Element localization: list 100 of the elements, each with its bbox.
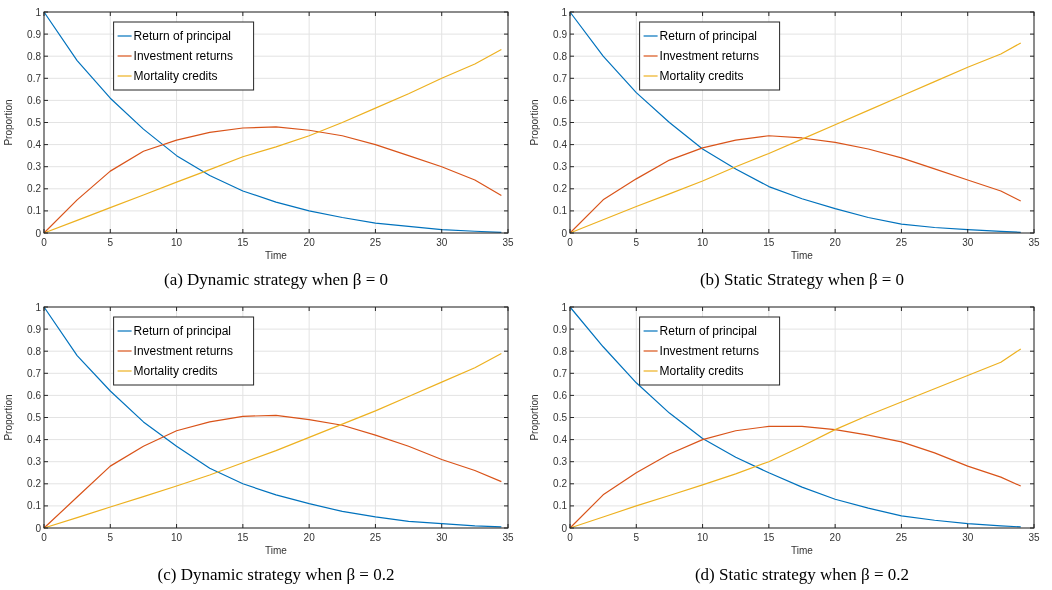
y-tick-label: 0	[35, 227, 42, 239]
y-axis-title: Proportion	[3, 394, 14, 441]
line-series	[43, 126, 502, 234]
y-tick-label: 0.6	[27, 389, 42, 401]
x-tick-label: 25	[369, 532, 382, 543]
y-tick-label: 0.5	[553, 117, 568, 128]
y-tick-label: 0.9	[27, 323, 42, 335]
x-tick-label: 10	[697, 532, 709, 543]
x-tick-label: 15	[237, 532, 249, 543]
y-tick-label: 0.6	[27, 94, 42, 106]
y-tick-label: 0.3	[27, 456, 42, 468]
y-tick-label: 1	[561, 6, 568, 18]
y-axis-title: Proportion	[529, 99, 540, 146]
y-tick-label: 0.5	[553, 412, 568, 423]
text: (b) Static Strategy when β = 0	[699, 270, 905, 289]
x-tick-label: 35	[1028, 237, 1040, 248]
y-tick-label: 0.9	[27, 28, 42, 40]
y-tick-label: 1	[561, 301, 568, 313]
y-tick-label: 0.7	[553, 367, 568, 379]
x-tick-label: 20	[303, 532, 316, 543]
y-tick-label: 0.2	[27, 183, 42, 195]
y-tick-label: 0.4	[27, 139, 42, 151]
y-tick-label: 0.8	[27, 50, 42, 62]
x-tick-label: 5	[633, 237, 640, 248]
x-tick-label: 35	[502, 237, 514, 248]
x-tick-label: 30	[436, 532, 448, 543]
y-tick-label: 0.4	[27, 434, 42, 446]
x-tick-label: 25	[895, 532, 908, 543]
y-axis-title: Proportion	[3, 99, 14, 146]
legend-label: Mortality credits	[133, 69, 218, 84]
x-tick-label: 25	[369, 237, 382, 248]
y-tick-label: 1	[35, 6, 42, 18]
line-series	[43, 48, 502, 234]
y-tick-label: 0.6	[553, 389, 568, 401]
line-series	[569, 425, 1022, 529]
x-tick-label: 5	[633, 532, 640, 543]
y-tick-label: 0.8	[27, 345, 42, 357]
y-tick-label: 0.3	[553, 161, 568, 173]
x-axis-title: Time	[265, 545, 288, 556]
y-tick-label: 0.8	[553, 50, 568, 62]
x-tick-label: 30	[436, 237, 448, 248]
y-tick-label: 0.1	[27, 500, 42, 512]
y-tick-label: 0.9	[553, 28, 568, 40]
x-tick-label: 20	[303, 237, 316, 248]
x-tick-label: 20	[829, 532, 842, 543]
y-tick-label: 0.2	[553, 183, 568, 195]
y-tick-label: 0.2	[27, 478, 42, 490]
x-tick-label: 25	[895, 237, 908, 248]
x-tick-label: 5	[107, 237, 114, 248]
legend-label: Mortality credits	[659, 364, 744, 379]
y-tick-label: 0.5	[27, 412, 42, 423]
y-tick-label: 0	[35, 522, 42, 534]
y-tick-label: 1	[35, 301, 42, 313]
x-axis-title: Time	[791, 545, 814, 556]
x-tick-label: 35	[1028, 532, 1040, 543]
x-tick-label: 15	[763, 237, 775, 248]
x-tick-label: 30	[962, 532, 974, 543]
y-tick-label: 0	[561, 522, 568, 534]
x-tick-label: 30	[962, 237, 974, 248]
y-tick-label: 0	[561, 227, 568, 239]
legend-label: Mortality credits	[133, 364, 218, 379]
y-tick-label: 0.4	[553, 434, 568, 446]
text: (a) Dynamic strategy when β = 0	[163, 270, 389, 289]
y-tick-label: 0.7	[27, 367, 42, 379]
y-tick-label: 0.1	[27, 205, 42, 217]
x-tick-label: 15	[763, 532, 775, 543]
x-tick-label: 10	[697, 237, 709, 248]
y-tick-label: 0.7	[27, 72, 42, 84]
y-tick-label: 0.9	[553, 323, 568, 335]
line-series	[569, 135, 1022, 234]
line-series	[569, 306, 1022, 528]
y-tick-label: 0.8	[553, 345, 568, 357]
y-tick-label: 0.2	[553, 478, 568, 490]
legend-label: Return of principal	[659, 29, 757, 44]
y-tick-label: 0.4	[553, 139, 568, 151]
x-tick-label: 35	[502, 532, 514, 543]
legend-label: Return of principal	[133, 29, 231, 44]
y-tick-label: 0.3	[27, 161, 42, 173]
x-tick-label: 5	[107, 532, 114, 543]
y-tick-label: 0.6	[553, 94, 568, 106]
y-tick-label: 0.1	[553, 205, 568, 217]
y-tick-label: 0.1	[553, 500, 568, 512]
legend-label: Return of principal	[659, 324, 757, 339]
x-tick-label: 20	[829, 237, 842, 248]
y-tick-label: 0.7	[553, 72, 568, 84]
x-tick-label: 10	[171, 532, 183, 543]
text: (c) Dynamic strategy when β = 0.2	[157, 565, 395, 584]
legend-label: Return of principal	[133, 324, 231, 339]
x-tick-label: 15	[237, 237, 249, 248]
y-tick-label: 0.5	[27, 117, 42, 128]
line-series	[43, 414, 502, 529]
x-tick-label: 10	[171, 237, 183, 248]
y-tick-label: 0.3	[553, 456, 568, 468]
legend-label: Investment returns	[659, 344, 759, 359]
x-axis-title: Time	[265, 250, 288, 261]
y-axis-title: Proportion	[529, 394, 540, 441]
x-axis-title: Time	[791, 250, 814, 261]
legend-label: Investment returns	[133, 49, 233, 64]
legend-label: Mortality credits	[659, 69, 744, 84]
line-series	[43, 306, 502, 528]
